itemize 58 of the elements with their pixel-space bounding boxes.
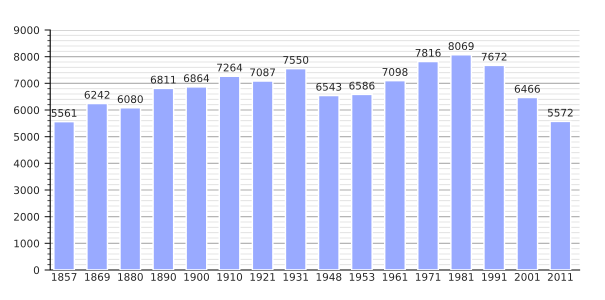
data-label: 6586: [349, 82, 374, 90]
data-label: 6080: [118, 95, 143, 104]
y-tick-label: 2000: [14, 212, 40, 221]
data-label: 7816: [416, 48, 441, 57]
y-tick-label: 6000: [14, 106, 40, 114]
bar: [417, 60, 440, 270]
bar: [549, 120, 572, 270]
data-label: 8069: [448, 42, 474, 50]
data-label: 5561: [52, 109, 76, 117]
data-label: 7550: [283, 56, 308, 64]
x-tick-label: 2001: [514, 272, 540, 281]
data-label: 6242: [84, 90, 110, 99]
x-tick-label: 1981: [449, 272, 474, 281]
x-tick-label: 1961: [382, 272, 408, 281]
bar: [384, 80, 406, 270]
x-tick-label: 2011: [548, 272, 573, 281]
y-tick-label: 7000: [14, 80, 40, 88]
y-tick-label: 1000: [14, 240, 40, 248]
bar: [284, 68, 307, 270]
x-tick-label: 1910: [217, 272, 242, 281]
y-tick-label: 9000: [14, 26, 40, 34]
bar: [186, 86, 208, 270]
x-tick-label: 1869: [85, 272, 110, 281]
bar: [350, 94, 373, 270]
x-tick-label: 1971: [416, 272, 440, 281]
data-label: 7264: [217, 64, 242, 72]
x-tick-label: 1880: [118, 272, 143, 281]
x-tick-label: 1921: [250, 272, 275, 281]
y-tick-label: 4000: [14, 160, 40, 168]
bar: [252, 80, 274, 270]
x-tick-label: 1857: [52, 272, 76, 281]
x-tick-label: 1900: [184, 272, 210, 281]
x-tick-label: 1991: [482, 272, 507, 281]
data-label: 6811: [150, 76, 176, 84]
bar: [86, 102, 108, 270]
data-label: 6543: [316, 82, 342, 91]
x-tick-label: 1890: [151, 272, 176, 281]
y-tick-label: 0: [34, 266, 40, 274]
x-tick-label: 1953: [350, 272, 374, 281]
data-label: 7087: [250, 68, 275, 76]
x-tick-label: 1931: [284, 272, 308, 281]
bar: [152, 88, 174, 270]
x-tick-label: 1948: [316, 272, 342, 281]
y-tick-label: 8000: [14, 52, 40, 61]
data-label: 6864: [184, 74, 210, 82]
y-tick-label: 3000: [14, 186, 40, 194]
data-label: 7672: [482, 52, 506, 61]
data-label: 7098: [382, 68, 408, 76]
data-label: 5572: [548, 108, 573, 117]
data-label: 6466: [514, 84, 540, 93]
bar: [53, 121, 76, 270]
bar: [516, 96, 538, 270]
bar: [218, 76, 240, 270]
bar: [450, 54, 472, 270]
bar: [318, 94, 340, 270]
bar: [119, 107, 142, 270]
y-tick-label: 5000: [14, 132, 40, 141]
bar: [483, 64, 506, 270]
